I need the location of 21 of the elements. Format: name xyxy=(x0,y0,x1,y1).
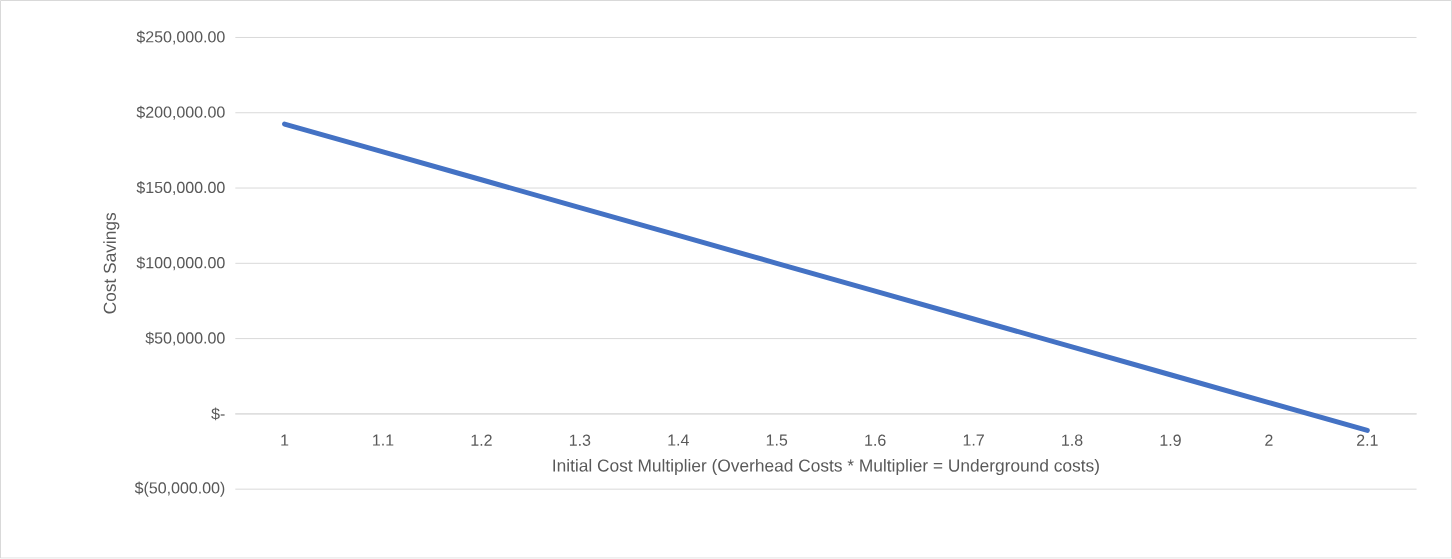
x-tick-label: 1.5 xyxy=(766,434,788,446)
x-tick-label: 2.1 xyxy=(1357,434,1378,446)
x-tick-label: 2 xyxy=(1265,434,1273,446)
y-tick-label: $200,000.00 xyxy=(136,106,225,120)
x-tick-label: 1.3 xyxy=(569,434,591,447)
x-axis-title: Initial Cost Multiplier (Overhead Costs * Multiplier = Underground costs) xyxy=(553,459,1099,476)
x-tick-label: 1.6 xyxy=(865,434,886,447)
x-tick-label: 1.9 xyxy=(1160,434,1181,447)
x-tick-label: 1.4 xyxy=(668,434,689,446)
y-tick-label: $(50,000.00) xyxy=(134,481,225,497)
y-axis-title: Cost Savings xyxy=(103,213,120,314)
x-tick-label: 1.7 xyxy=(963,434,984,446)
y-tick-label: $- xyxy=(211,407,225,421)
x-tick-label: 1.1 xyxy=(373,434,394,446)
y-tick-label: $100,000.00 xyxy=(136,256,225,271)
y-tick-label: $50,000.00 xyxy=(145,331,225,346)
y-tick-label: $250,000.00 xyxy=(136,30,225,45)
x-tick-label: 1.2 xyxy=(471,434,492,446)
x-tick-label: 1.8 xyxy=(1062,434,1083,447)
x-tick-label: 1 xyxy=(281,434,289,446)
y-tick-label: $150,000.00 xyxy=(136,181,225,196)
